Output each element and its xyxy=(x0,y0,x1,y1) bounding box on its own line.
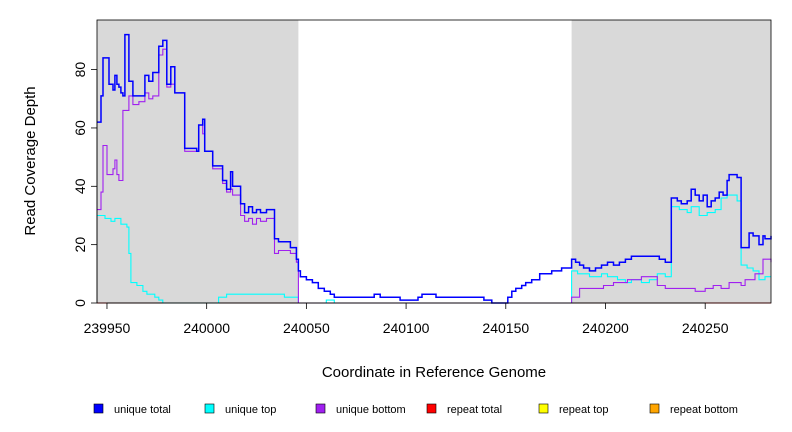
x-tick-label: 240100 xyxy=(383,320,430,336)
legend-swatch-repeat-total xyxy=(426,403,437,414)
y-tick-label: 40 xyxy=(72,178,88,194)
y-tick-label: 60 xyxy=(72,120,88,136)
x-tick-label: 240000 xyxy=(183,320,230,336)
y-axis: 0 20 40 60 80 xyxy=(72,62,98,307)
legend-label-repeat-top: repeat top xyxy=(559,404,609,416)
legend-swatch-unique-top xyxy=(204,403,215,414)
legend-swatch-repeat-bottom xyxy=(649,403,660,414)
legend: unique total unique top unique bottom repea… xyxy=(93,403,738,416)
legend-label-repeat-total: repeat total xyxy=(447,404,502,416)
y-tick-label: 80 xyxy=(72,62,88,78)
y-axis-label: Read Coverage Depth xyxy=(22,86,39,235)
series-unique-top xyxy=(97,194,771,304)
legend-label-unique-bottom: unique bottom xyxy=(336,404,406,416)
x-axis-label: Coordinate in Reference Genome xyxy=(322,364,546,381)
legend-label-unique-total: unique total xyxy=(114,404,171,416)
y-tick-label: 20 xyxy=(72,237,88,253)
x-tick-label: 239950 xyxy=(84,320,131,336)
y-tick-label: 0 xyxy=(72,299,88,307)
legend-swatch-unique-bottom xyxy=(315,403,326,414)
legend-swatch-repeat-top xyxy=(538,403,549,414)
x-tick-label: 240200 xyxy=(582,320,629,336)
legend-swatch-unique-total xyxy=(93,403,104,414)
legend-label-repeat-bottom: repeat bottom xyxy=(670,404,738,416)
x-axis: 239950 240000 240050 240100 240150 240200 2402… xyxy=(84,302,729,336)
series-unique-total xyxy=(97,33,772,304)
shaded-region-1 xyxy=(97,20,299,303)
x-tick-label: 240250 xyxy=(682,320,729,336)
shaded-regions xyxy=(97,20,771,303)
x-tick-label: 240050 xyxy=(283,320,330,336)
legend-label-unique-top: unique top xyxy=(225,404,276,416)
x-tick-label: 240150 xyxy=(482,320,529,336)
